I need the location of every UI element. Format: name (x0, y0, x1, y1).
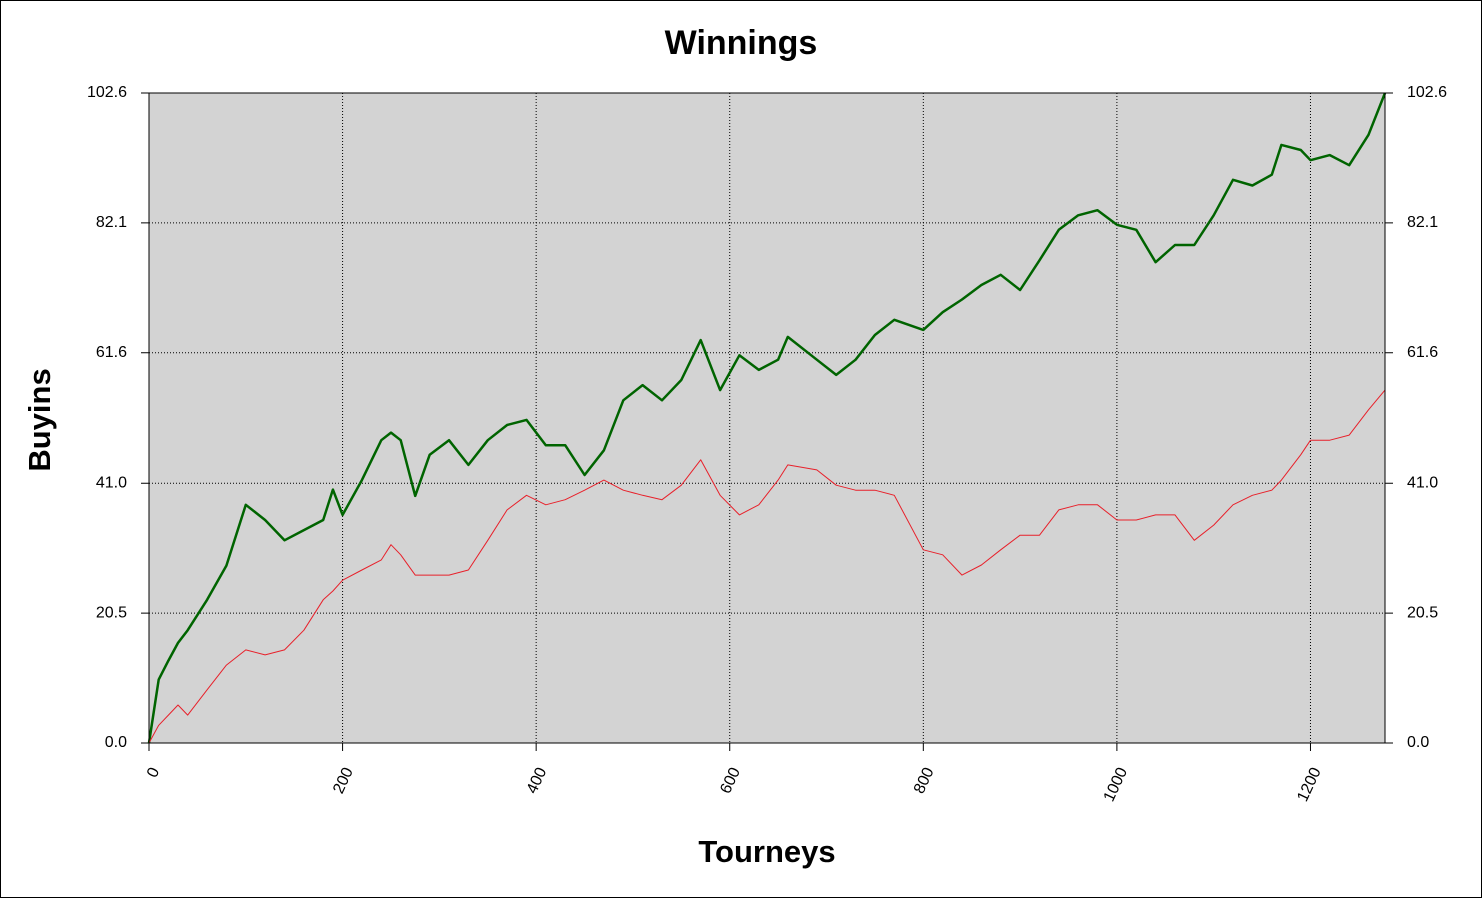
chart-title: Winnings (665, 24, 818, 62)
y-axis-label: Buyins (22, 368, 57, 471)
series-line (147, 92, 1387, 744)
y2-tick-label: 20.5 (1407, 604, 1438, 621)
plot-border (148, 92, 1386, 744)
y2-tick-label: 0.0 (1407, 734, 1429, 751)
y-tick-label: 61.6 (96, 344, 127, 361)
y-tick-label: 82.1 (96, 214, 127, 231)
series-line (148, 389, 1386, 744)
y2-tick-label: 82.1 (1407, 214, 1438, 231)
y-tick-label: 102.6 (87, 84, 127, 101)
plot-area (149, 93, 1385, 743)
y2-tick-label: 61.6 (1407, 344, 1438, 361)
y-tick-label: 20.5 (96, 604, 127, 621)
y2-tick-label: 41.0 (1407, 474, 1438, 491)
x-axis-label: Tourneys (698, 834, 835, 869)
y-tick-label: 0.0 (105, 734, 127, 751)
y2-tick-label: 102.6 (1407, 84, 1447, 101)
y-tick-label: 41.0 (96, 474, 127, 491)
